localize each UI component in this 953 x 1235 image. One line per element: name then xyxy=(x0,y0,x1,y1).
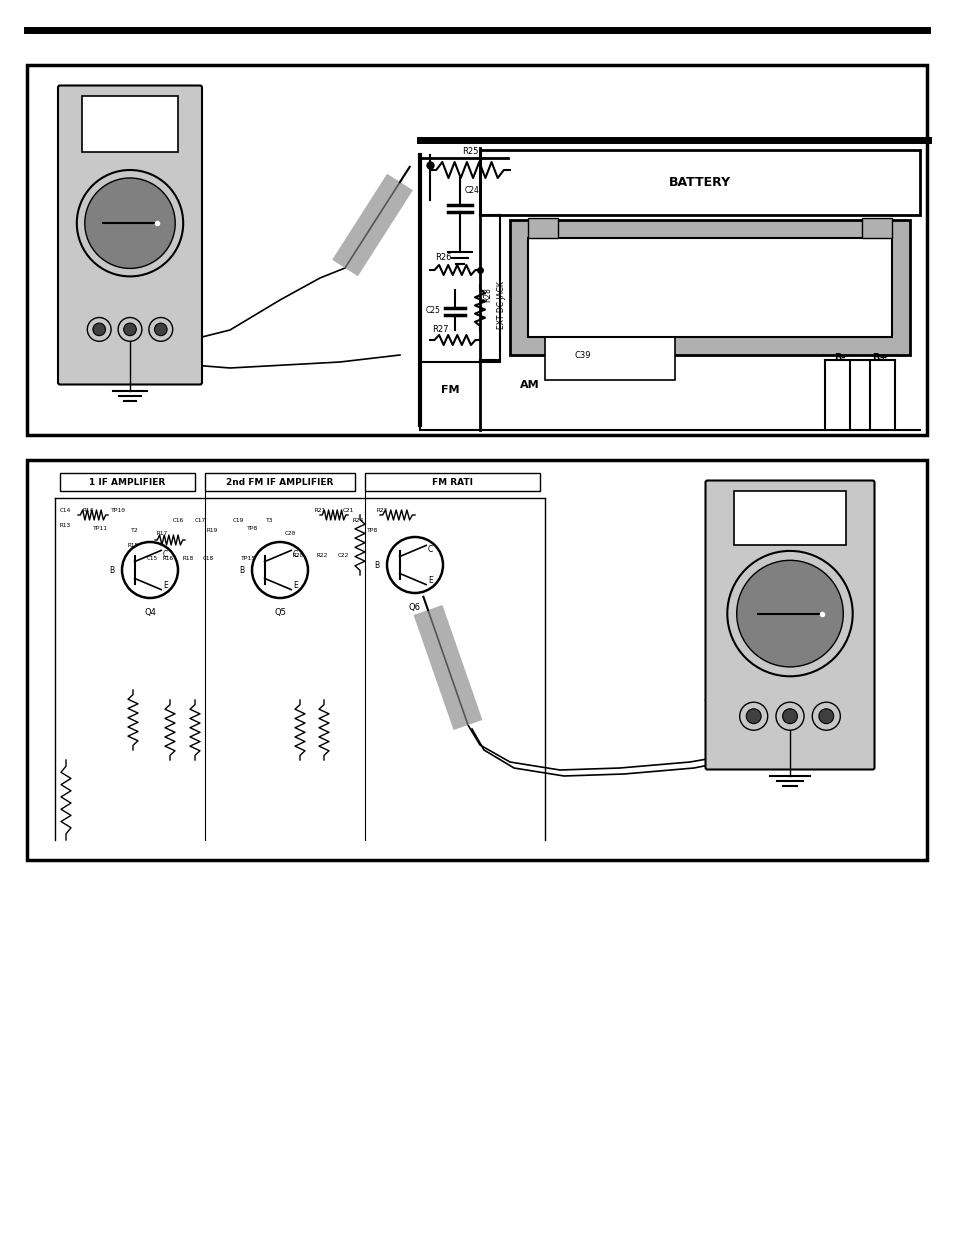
Bar xyxy=(862,219,891,238)
Text: R17: R17 xyxy=(156,531,168,536)
FancyBboxPatch shape xyxy=(58,85,202,384)
Text: C: C xyxy=(293,550,297,559)
Text: R19: R19 xyxy=(206,527,217,532)
Circle shape xyxy=(88,317,111,341)
Text: AM: AM xyxy=(519,380,539,390)
Circle shape xyxy=(775,703,803,730)
Circle shape xyxy=(736,561,842,667)
Bar xyxy=(733,492,845,545)
Text: R15: R15 xyxy=(128,542,138,547)
Text: R26: R26 xyxy=(435,253,451,262)
Text: TP8: TP8 xyxy=(366,527,377,532)
Text: B: B xyxy=(109,566,113,574)
Text: 2nd FM IF AMPLIFIER: 2nd FM IF AMPLIFIER xyxy=(226,478,334,487)
Text: FM RATI: FM RATI xyxy=(432,478,473,487)
Circle shape xyxy=(745,709,760,724)
Text: C25: C25 xyxy=(426,305,440,315)
Text: C20: C20 xyxy=(284,531,295,536)
Bar xyxy=(205,473,355,492)
Text: R21: R21 xyxy=(314,508,325,513)
Text: R23: R23 xyxy=(376,508,387,513)
Text: C39: C39 xyxy=(575,351,591,359)
Text: Q4: Q4 xyxy=(144,608,155,618)
Text: B: B xyxy=(238,566,244,574)
Text: R13: R13 xyxy=(59,522,71,527)
Text: R16: R16 xyxy=(162,556,173,561)
Bar xyxy=(544,315,675,380)
Text: C22: C22 xyxy=(337,552,348,557)
Text: E: E xyxy=(293,580,297,590)
Circle shape xyxy=(818,709,833,724)
Text: B+: B+ xyxy=(871,353,887,363)
Text: 1 IF AMPLIFIER: 1 IF AMPLIFIER xyxy=(90,478,166,487)
Bar xyxy=(365,473,539,492)
FancyBboxPatch shape xyxy=(705,480,874,769)
Circle shape xyxy=(118,317,142,341)
Text: BATTERY: BATTERY xyxy=(668,177,730,189)
Circle shape xyxy=(77,170,183,277)
Bar xyxy=(479,149,919,215)
Text: C: C xyxy=(163,550,168,559)
Text: TP10: TP10 xyxy=(111,508,126,513)
Text: TP15: TP15 xyxy=(240,556,255,561)
Text: C21: C21 xyxy=(342,508,354,513)
Text: C: C xyxy=(427,545,433,555)
Circle shape xyxy=(811,703,840,730)
Text: T3: T3 xyxy=(266,517,274,522)
Text: Q6: Q6 xyxy=(409,603,420,613)
Circle shape xyxy=(92,324,106,336)
Text: R24: R24 xyxy=(352,517,363,522)
Text: C14: C14 xyxy=(59,508,71,513)
Text: B: B xyxy=(374,561,378,569)
Circle shape xyxy=(739,703,767,730)
Text: C15: C15 xyxy=(146,556,157,561)
Circle shape xyxy=(122,542,178,598)
Text: C24: C24 xyxy=(464,185,479,194)
Text: C19: C19 xyxy=(233,517,243,522)
Text: E: E xyxy=(163,580,168,590)
Text: Q5: Q5 xyxy=(274,608,286,618)
Text: EXT DC JACK: EXT DC JACK xyxy=(497,282,506,329)
Text: R14: R14 xyxy=(82,508,93,513)
Text: C16: C16 xyxy=(172,517,183,522)
Bar xyxy=(527,238,891,337)
Circle shape xyxy=(726,551,852,677)
Text: T2: T2 xyxy=(132,527,138,532)
Text: B-: B- xyxy=(834,353,844,363)
Text: R25: R25 xyxy=(461,147,477,156)
Bar xyxy=(82,96,177,152)
Text: R22: R22 xyxy=(316,552,327,557)
Text: C18: C18 xyxy=(202,556,213,561)
Bar xyxy=(27,65,926,435)
Bar xyxy=(510,220,909,354)
Text: E: E xyxy=(428,576,433,585)
Text: R18: R18 xyxy=(182,556,193,561)
Text: TP11: TP11 xyxy=(92,526,108,531)
Circle shape xyxy=(252,542,308,598)
Circle shape xyxy=(387,537,442,593)
Circle shape xyxy=(154,324,167,336)
Bar xyxy=(527,219,558,238)
Circle shape xyxy=(85,178,175,268)
Text: FM: FM xyxy=(440,385,458,395)
Circle shape xyxy=(124,324,136,336)
Text: R28: R28 xyxy=(482,288,492,303)
Text: R27: R27 xyxy=(432,325,448,333)
Circle shape xyxy=(149,317,172,341)
Text: C17: C17 xyxy=(194,517,206,522)
Circle shape xyxy=(781,709,797,724)
Bar xyxy=(27,459,926,860)
Bar xyxy=(60,473,194,492)
Text: R20: R20 xyxy=(292,552,303,557)
Text: TP8: TP8 xyxy=(246,526,257,531)
